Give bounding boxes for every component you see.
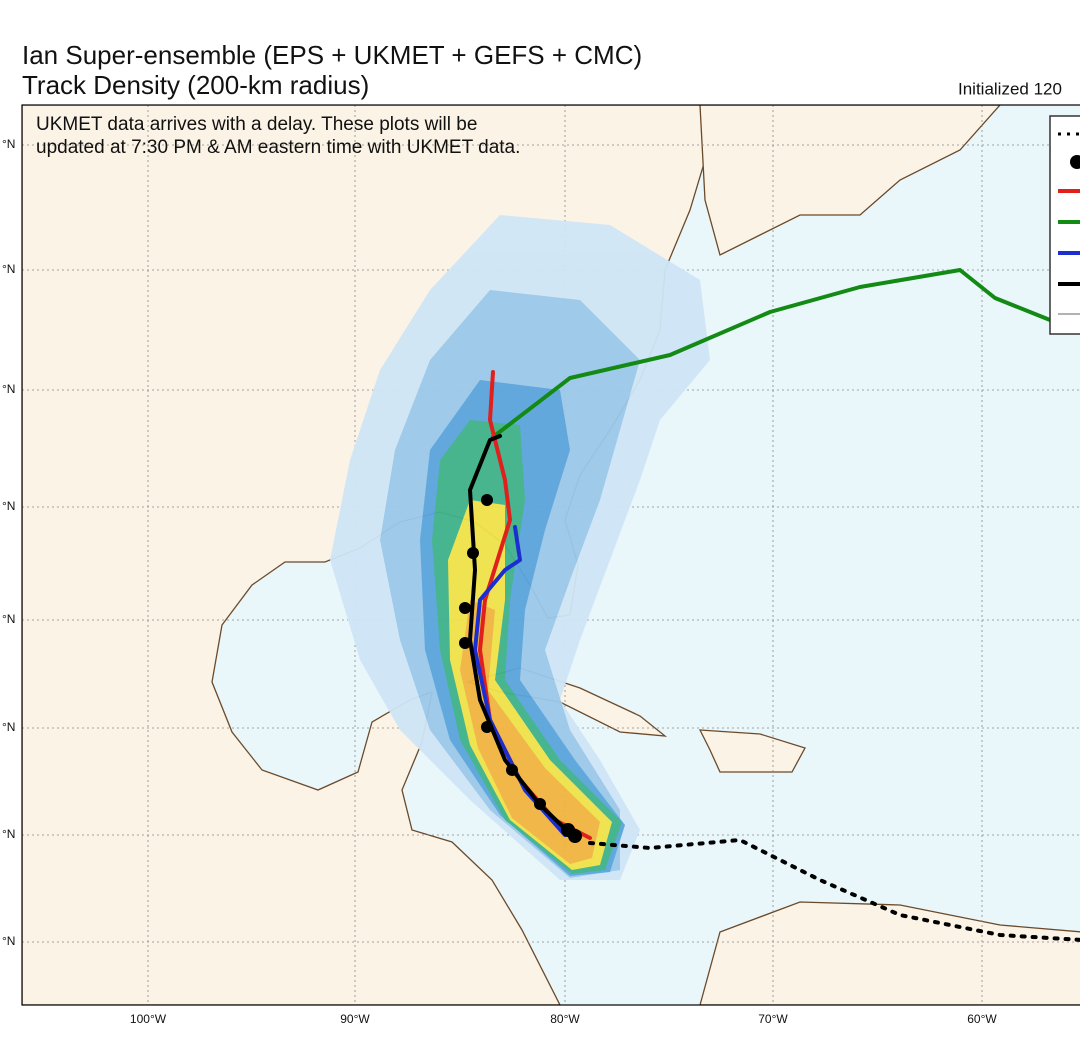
track-point	[467, 547, 479, 559]
lon-label: 60°W	[967, 1012, 997, 1026]
track-point	[506, 764, 518, 776]
lon-label: 80°W	[550, 1012, 580, 1026]
track-point	[534, 798, 546, 810]
note-line-2: updated at 7:30 PM & AM eastern time wit…	[36, 137, 520, 158]
lon-label: 100°W	[130, 1012, 167, 1026]
south-america	[699, 901, 1080, 1005]
track-point	[561, 823, 575, 837]
legend	[1049, 115, 1080, 335]
lat-label: °N	[2, 137, 15, 151]
legend-swatch	[1070, 155, 1080, 169]
lon-label: 70°W	[758, 1012, 788, 1026]
density-level-6	[460, 600, 600, 864]
lat-label: °N	[2, 382, 15, 396]
legend-box	[1049, 115, 1080, 335]
green-track	[491, 268, 1052, 439]
track-point	[459, 602, 471, 614]
lat-label: °N	[2, 827, 15, 841]
subtitle: Track Density (200-km radius)	[22, 70, 369, 100]
lat-label: °N	[2, 499, 15, 513]
new-england	[699, 105, 1001, 256]
title: Ian Super-ensemble (EPS + UKMET + GEFS +…	[22, 40, 642, 70]
note-line-1: UKMET data arrives with a delay. These p…	[36, 114, 477, 135]
lat-label: °N	[2, 934, 15, 948]
map-frame	[21, 104, 1080, 1006]
hispaniola	[698, 729, 806, 773]
axis-labels: °N °N °N °N °N °N °N °N 100°W 90°W 80°W 70°W 60°W	[2, 137, 997, 1026]
lon-label: 90°W	[340, 1012, 370, 1026]
track-points	[459, 494, 582, 843]
lat-label: °N	[2, 612, 15, 626]
track-point	[459, 637, 471, 649]
map-area: UKMET data arrives with a delay. These p…	[22, 105, 1080, 1005]
track-point	[481, 721, 493, 733]
track-point	[481, 494, 493, 506]
past-track	[588, 838, 1080, 942]
lat-label: °N	[2, 720, 15, 734]
lat-label: °N	[2, 262, 15, 276]
initialized-label: Initialized 120	[958, 79, 1062, 98]
